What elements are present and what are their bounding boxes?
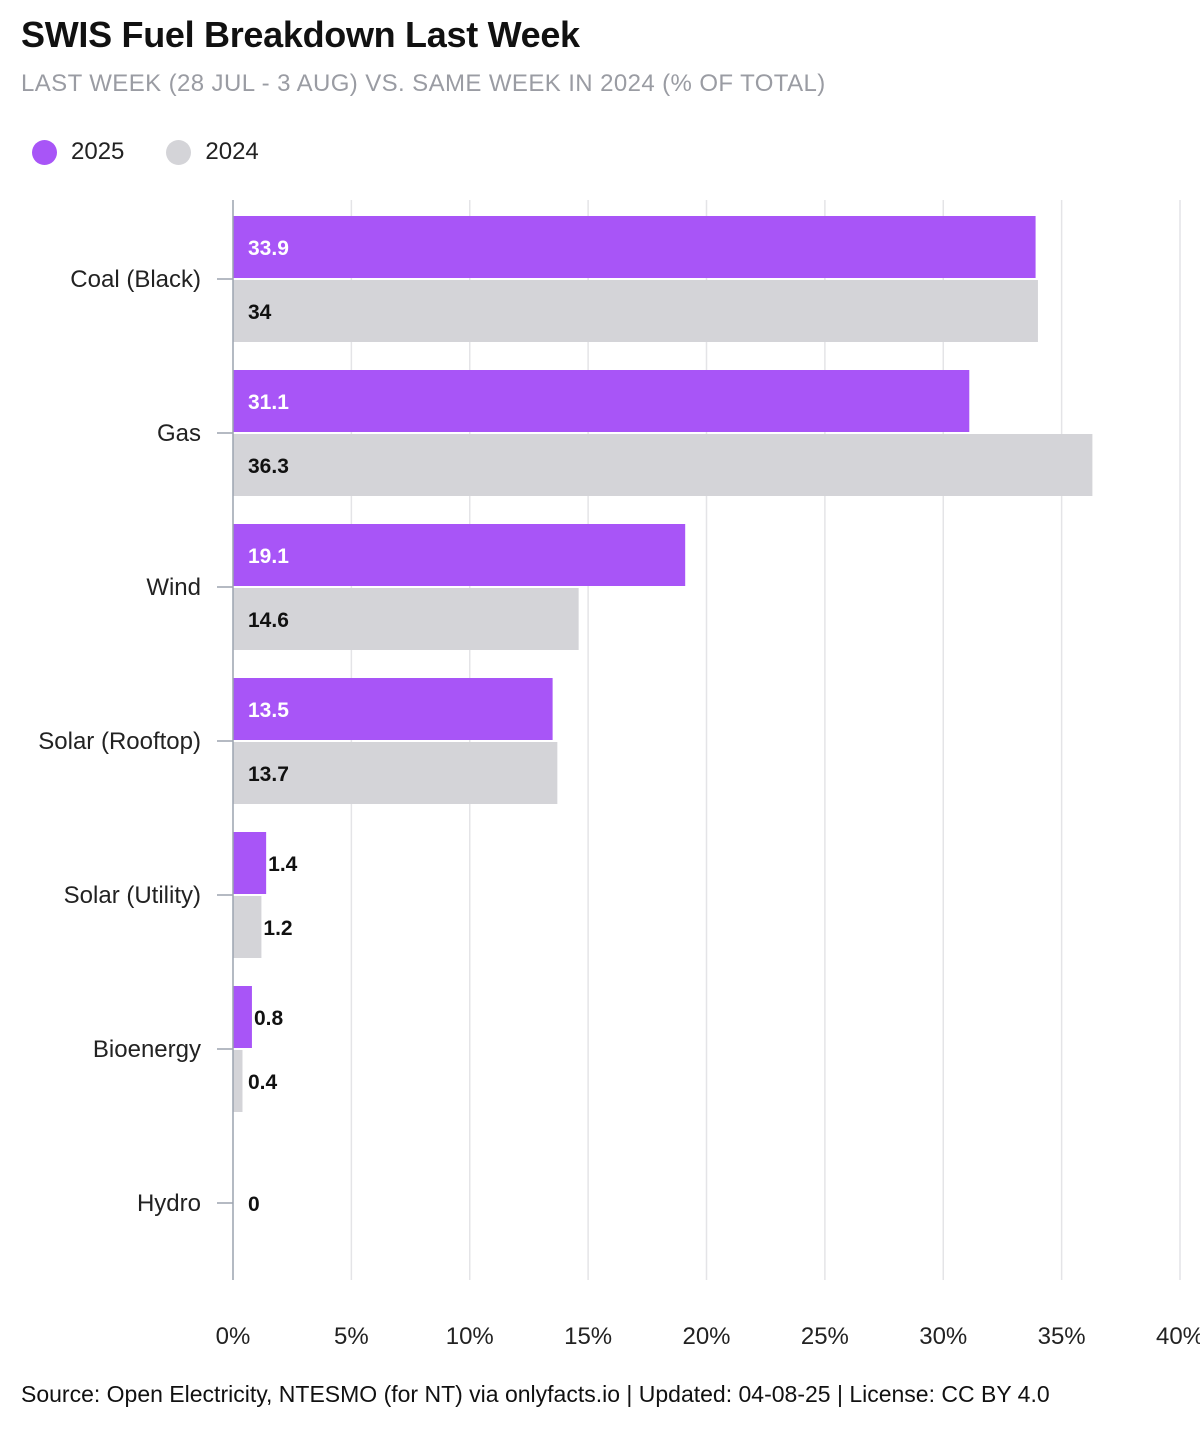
bar-2024: [233, 896, 262, 958]
data-label: 13.5: [248, 699, 289, 722]
x-tick-label: 25%: [801, 1323, 849, 1350]
legend-swatch-2024: [166, 139, 192, 165]
chart-subtitle: LAST WEEK (28 JUL - 3 AUG) VS. SAME WEEK…: [21, 70, 826, 97]
x-tick-label: 30%: [919, 1323, 967, 1350]
bar-2025: [233, 370, 970, 432]
data-label: 0.8: [254, 1007, 284, 1030]
bar-2025: [233, 986, 252, 1048]
x-tick-label: 40%: [1156, 1323, 1200, 1350]
bar-2025: [233, 216, 1036, 278]
bar-2025: [233, 524, 686, 586]
x-tick-label: 10%: [446, 1323, 494, 1350]
category-label: Coal (Black): [70, 266, 201, 293]
data-label: 14.6: [248, 609, 289, 632]
x-tick-label: 0%: [216, 1323, 251, 1350]
legend-label-2024: 2024: [205, 138, 259, 165]
legend-item-2025[interactable]: 2025: [32, 138, 124, 166]
category-label: Solar (Utility): [64, 882, 201, 909]
bar-2024: [233, 280, 1038, 342]
x-tick-label: 15%: [564, 1323, 612, 1350]
x-tick-label: 5%: [334, 1323, 369, 1350]
data-label: 31.1: [248, 391, 289, 414]
data-label: 0.4: [248, 1071, 278, 1094]
bar-2025: [233, 678, 553, 740]
bar-2024: [233, 1050, 243, 1112]
legend-label-2025: 2025: [71, 138, 125, 165]
category-label: Hydro: [137, 1190, 201, 1217]
data-label: 1.2: [263, 917, 292, 940]
data-label: 36.3: [248, 455, 289, 478]
legend-swatch-2025: [32, 139, 57, 165]
category-label: Gas: [157, 420, 201, 447]
legend-item-2024[interactable]: 2024: [166, 138, 259, 166]
x-tick-label: 20%: [682, 1323, 730, 1350]
legend: 2025 2024: [32, 138, 301, 166]
category-label: Solar (Rooftop): [38, 728, 201, 755]
chart-title: SWIS Fuel Breakdown Last Week: [21, 14, 580, 55]
data-label: 1.4: [268, 853, 298, 876]
bar-2024: [233, 434, 1093, 496]
category-label: Wind: [146, 574, 201, 601]
category-label: Bioenergy: [93, 1036, 201, 1063]
data-label: 0: [248, 1193, 260, 1216]
data-label: 19.1: [248, 545, 289, 568]
bar-2025: [233, 832, 267, 894]
data-label: 34: [248, 301, 272, 324]
data-label: 13.7: [248, 763, 289, 786]
data-label: 33.9: [248, 237, 289, 260]
bar-2024: [233, 742, 558, 804]
x-tick-label: 35%: [1038, 1323, 1086, 1350]
bar-2024: [233, 588, 579, 650]
source-note: Source: Open Electricity, NTESMO (for NT…: [21, 1381, 1050, 1407]
